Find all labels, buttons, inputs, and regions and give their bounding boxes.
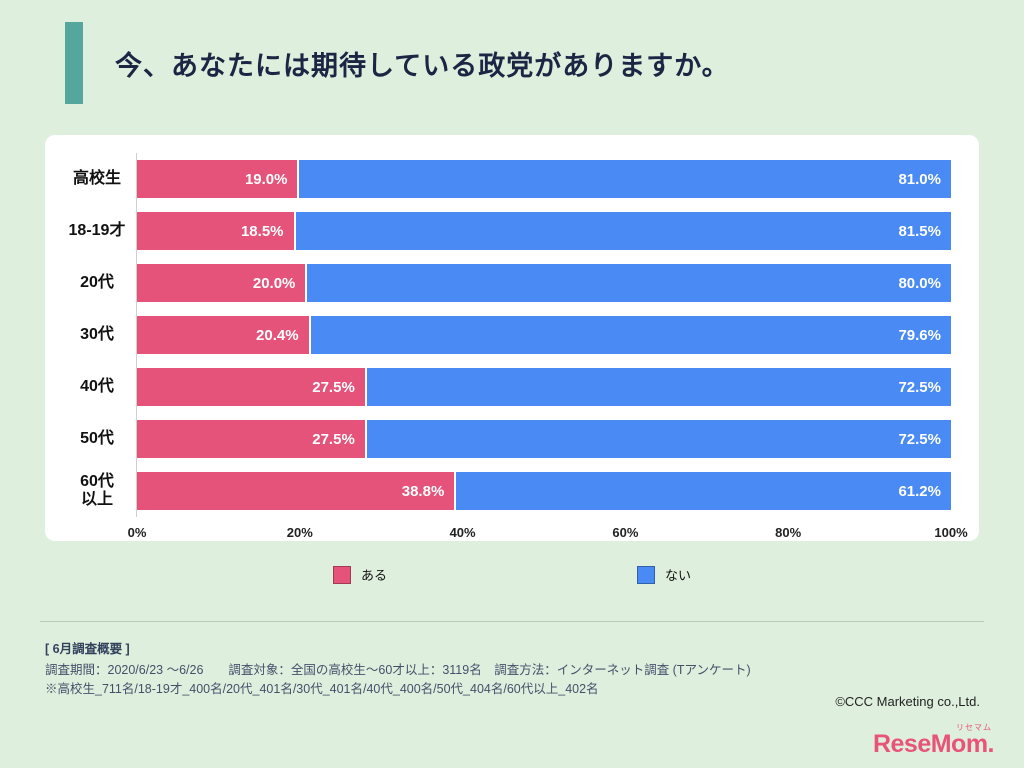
- x-axis-tick: 20%: [286, 525, 313, 540]
- chart-row: 18-19才 18.5% 81.5%: [57, 205, 951, 257]
- category-label: 高校生: [72, 169, 121, 187]
- title-accent-bar: [65, 22, 83, 104]
- bar-segment-aru: 27.5%: [137, 368, 365, 406]
- resemom-logo: リセマム ReseMom.: [872, 722, 995, 759]
- stacked-bar: 38.8% 61.2%: [137, 472, 951, 510]
- x-axis-tick: 40%: [449, 525, 476, 540]
- category-label: 18-19才: [68, 221, 126, 239]
- bar-value-label: 27.5%: [312, 430, 355, 448]
- legend-item-aru: ある: [332, 565, 387, 584]
- chart-card: 高校生 19.0% 81.0% 18-19才 18.5% 81.5% 20代 20.0% 80.…: [45, 135, 979, 541]
- bar-value-label: 20.0%: [252, 274, 296, 292]
- bar-value-label: 80.0%: [898, 274, 941, 292]
- chart-legend: ある ない: [0, 565, 1024, 584]
- legend-swatch: [332, 565, 351, 584]
- bar-segment-nai: 81.0%: [299, 160, 951, 198]
- bar-segment-nai: 72.5%: [366, 368, 951, 406]
- bar-segment-nai: 79.6%: [310, 316, 951, 354]
- chart-row: 20代 20.0% 80.0%: [57, 257, 951, 309]
- legend-swatch: [637, 565, 655, 584]
- chart-row: 50代 27.5% 72.5%: [57, 413, 951, 465]
- x-axis-tick: 0%: [127, 525, 147, 540]
- stacked-bar: 27.5% 72.5%: [137, 420, 951, 458]
- divider: [40, 621, 984, 622]
- bar-value-label: 79.6%: [898, 326, 941, 344]
- legend-label: ない: [665, 568, 692, 583]
- stacked-bar: 18.5% 81.5%: [137, 212, 951, 250]
- stacked-bar: 20.4% 79.6%: [137, 316, 951, 354]
- x-axis-tick: 100%: [934, 525, 968, 540]
- bar-segment-nai: 72.5%: [366, 420, 951, 458]
- stacked-bar: 19.0% 81.0%: [137, 160, 951, 198]
- bar-value-label: 18.5%: [240, 222, 284, 240]
- category-label: 30代: [80, 325, 114, 343]
- x-axis-ticks: 0% 20% 40% 60% 80% 100%: [128, 525, 968, 545]
- legend-item-nai: ない: [637, 565, 691, 584]
- survey-header: [ 6月調査概要 ]: [45, 642, 130, 656]
- x-axis-spacer: [57, 525, 137, 545]
- bar-value-label: 72.5%: [898, 430, 941, 448]
- category-label: 20代: [80, 273, 114, 291]
- chart-row: 40代 27.5% 72.5%: [57, 361, 951, 413]
- logo-katakana: リセマム: [956, 723, 992, 732]
- bar-value-label: 81.5%: [898, 222, 941, 240]
- survey-line-2: ※高校生_711名/18-19才_400名/20代_401名/30代_401名/…: [45, 681, 599, 696]
- bar-segment-aru: 20.4%: [137, 316, 309, 354]
- bar-segment-aru: 19.0%: [137, 160, 298, 198]
- survey-line-1: 調査期間：2020/6/23 〜6/26 調査対象：全国の高校生〜60才以上：3…: [45, 663, 751, 677]
- stacked-bar: 27.5% 72.5%: [137, 368, 951, 406]
- legend-label: ある: [360, 568, 387, 583]
- chart-plot-area: 高校生 19.0% 81.0% 18-19才 18.5% 81.5% 20代 20.0% 80.…: [57, 153, 951, 517]
- chart-row: 高校生 19.0% 81.0%: [57, 153, 951, 205]
- y-axis-line: [136, 153, 137, 517]
- category-label: 60代 以上: [80, 472, 114, 508]
- logo-wordmark: ReseMom.: [872, 730, 995, 758]
- stacked-bar: 20.0% 80.0%: [137, 264, 951, 302]
- bar-value-label: 72.5%: [898, 378, 941, 396]
- page-header: 今、あなたには期待している政党がありますか。: [65, 22, 730, 104]
- page-title: 今、あなたには期待している政党がありますか。: [115, 50, 730, 81]
- bar-value-label: 20.4%: [256, 326, 299, 344]
- category-label: 40代: [80, 377, 114, 395]
- bar-segment-aru: 27.5%: [137, 420, 365, 458]
- bar-segment-nai: 61.2%: [456, 472, 951, 510]
- x-axis-tick: 80%: [775, 525, 802, 540]
- chart-row: 60代 以上 38.8% 61.2%: [57, 465, 951, 517]
- survey-notes: [ 6月調査概要 ] 調査期間：2020/6/23 〜6/26 調査対象：全国の…: [45, 638, 751, 699]
- bar-value-label: 38.8%: [401, 482, 445, 500]
- bar-segment-aru: 18.5%: [137, 212, 294, 250]
- bar-value-label: 61.2%: [898, 482, 941, 500]
- bar-segment-aru: 38.8%: [137, 472, 455, 510]
- x-axis: 0% 20% 40% 60% 80% 100%: [57, 525, 968, 545]
- bar-value-label: 19.0%: [244, 170, 288, 188]
- bar-segment-aru: 20.0%: [137, 264, 306, 302]
- copyright: ©CCC Marketing co.,Ltd.: [835, 694, 980, 709]
- category-label: 50代: [80, 429, 114, 447]
- bar-segment-nai: 81.5%: [295, 212, 951, 250]
- bar-value-label: 81.0%: [898, 170, 941, 188]
- chart-row: 30代 20.4% 79.6%: [57, 309, 951, 361]
- x-axis-tick: 60%: [612, 525, 639, 540]
- bar-value-label: 27.5%: [312, 378, 355, 396]
- bar-segment-nai: 80.0%: [307, 264, 951, 302]
